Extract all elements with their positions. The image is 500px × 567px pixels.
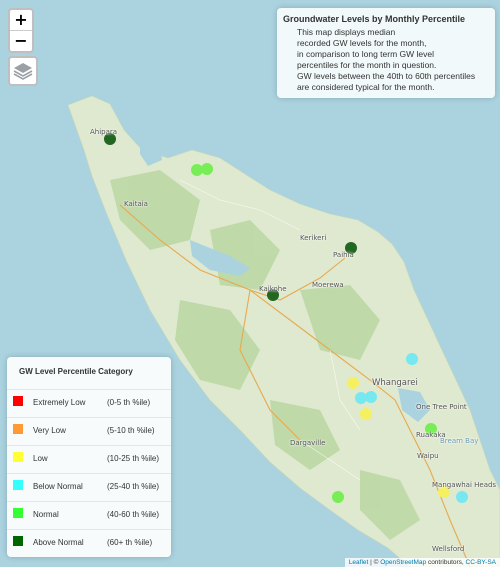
legend-category-range: (25-40 th %ile) (107, 482, 160, 491)
info-line: recorded GW levels for the month, (297, 38, 427, 48)
legend-swatch (13, 424, 23, 434)
site-marker-below-normal[interactable] (456, 491, 468, 503)
legend-row: Normal (40-60 th %ile) (7, 501, 171, 526)
roads (119, 204, 471, 567)
legend-category-name: Low (33, 454, 48, 463)
zoom-control: + − (8, 8, 34, 53)
site-marker-low[interactable] (360, 408, 372, 420)
site-marker-above-normal[interactable] (267, 289, 279, 301)
info-line: are considered typical for the month. (297, 82, 435, 92)
info-line: in comparison to long term GW level (297, 49, 434, 59)
site-marker-below-normal[interactable] (406, 353, 418, 365)
zoom-in-button[interactable]: + (10, 10, 32, 31)
place-label: Whangarei (372, 378, 418, 388)
legend-swatch (13, 396, 23, 406)
legend-category-name: Extremely Low (33, 398, 86, 407)
place-label: Paihia (333, 251, 354, 259)
site-marker-normal[interactable] (425, 423, 437, 435)
legend-row: Above Normal (60+ th %ile) (7, 529, 171, 554)
layers-button[interactable] (8, 56, 38, 86)
site-marker-normal[interactable] (191, 164, 203, 176)
legend-swatch (13, 480, 23, 490)
site-marker-above-normal[interactable] (104, 133, 116, 145)
legend-swatch (13, 452, 23, 462)
legend-category-range: (5-10 th %ile) (107, 426, 155, 435)
info-line: percentiles for the month in question. (297, 60, 437, 70)
place-label: Mangawhai Heads (432, 481, 497, 489)
legend-category-range: (40-60 th %ile) (107, 510, 160, 519)
info-body: This map displays median recorded GW lev… (297, 27, 495, 93)
legend-swatch (13, 536, 23, 546)
site-marker-below-normal[interactable] (365, 391, 377, 403)
attribution-contributors: contributors, (426, 559, 466, 566)
place-label: Kaitaia (124, 200, 148, 208)
site-marker-normal[interactable] (332, 491, 344, 503)
place-label: Ruakaka (416, 431, 446, 439)
place-label: Bream Bay (440, 437, 479, 445)
place-label: One Tree Point (416, 403, 467, 411)
legend-category-range: (60+ th %ile) (107, 538, 153, 547)
place-label: Kaikohe (259, 285, 287, 293)
site-marker-low[interactable] (347, 377, 359, 389)
legend-row: Extremely Low (0-5 th %ile) (7, 389, 171, 414)
site-marker-normal[interactable] (201, 163, 213, 175)
legend-category-range: (10-25 th %ile) (107, 454, 160, 463)
info-panel: Groundwater Levels by Monthly Percentile… (277, 8, 495, 98)
osm-link[interactable]: OpenStreetMap (380, 559, 427, 566)
place-label: Wellsford (432, 545, 465, 553)
site-marker-below-normal[interactable] (355, 392, 367, 404)
attribution-separator: | © (368, 559, 381, 566)
leaflet-link[interactable]: Leaflet (348, 559, 369, 566)
legend-row: Low (10-25 th %ile) (7, 445, 171, 470)
legend-row: Below Normal (25-40 th %ile) (7, 473, 171, 498)
legend-category-name: Below Normal (33, 482, 83, 491)
place-label: Dargaville (290, 439, 326, 447)
legend: GW Level Percentile Category Extremely L… (7, 357, 171, 557)
legend-category-name: Above Normal (33, 538, 84, 547)
minor-roads (179, 179, 361, 481)
place-label: Moerewa (312, 281, 344, 289)
legend-title: GW Level Percentile Category (19, 367, 133, 376)
legend-category-name: Very Low (33, 426, 66, 435)
license-link[interactable]: CC-BY-SA (465, 559, 496, 566)
legend-row: Very Low (5-10 th %ile) (7, 417, 171, 442)
legend-category-range: (0-5 th %ile) (107, 398, 151, 407)
site-marker-above-normal[interactable] (345, 242, 357, 254)
harbours (140, 140, 430, 536)
gw-markers (104, 133, 468, 503)
info-line: GW levels between the 40th to 60th perce… (297, 71, 476, 81)
attribution: Leaflet | © OpenStreetMap contributors, … (344, 558, 500, 567)
info-title: Groundwater Levels by Monthly Percentile (283, 14, 466, 24)
forest-areas (110, 170, 420, 540)
place-label: Kerikeri (300, 234, 327, 242)
legend-category-name: Normal (33, 510, 59, 519)
legend-swatch (13, 508, 23, 518)
site-marker-low[interactable] (438, 486, 450, 498)
place-label: Ahipara (90, 128, 118, 136)
layers-icon (13, 63, 33, 80)
zoom-out-button[interactable]: − (14, 31, 28, 50)
place-label: Waipu (417, 452, 439, 460)
info-line: This map displays median (297, 27, 396, 37)
